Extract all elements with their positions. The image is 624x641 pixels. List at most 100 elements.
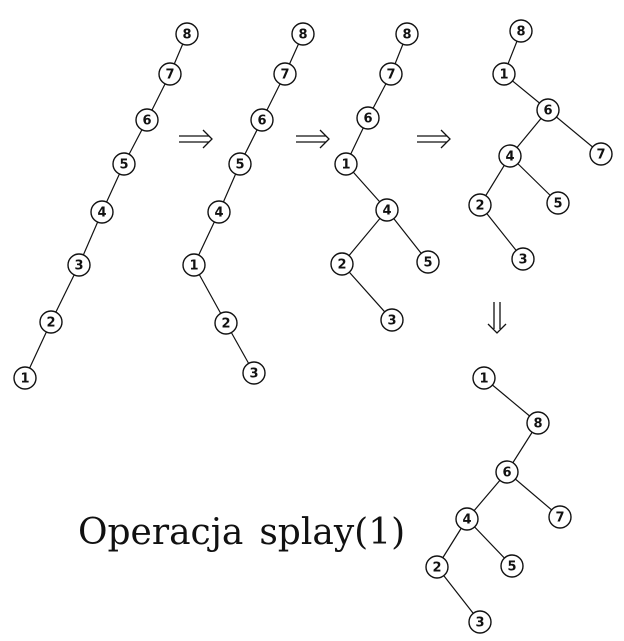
node-label: 7 — [386, 68, 395, 83]
tree-node: 6 — [135, 108, 159, 132]
node-label: 1 — [189, 259, 198, 274]
node-label: 2 — [337, 258, 346, 273]
node-label: 4 — [97, 206, 106, 221]
tree-node: 8 — [526, 411, 550, 435]
node-label: 4 — [462, 513, 471, 528]
tree-node: 5 — [112, 152, 136, 176]
node-label: 4 — [382, 204, 391, 219]
tree-1: 8 7 6 5 4 3 2 1 — [13, 22, 199, 390]
node-circle — [67, 253, 91, 277]
node-circle — [455, 507, 479, 531]
tree-node: 2 — [330, 252, 354, 276]
caption-operation: Operacja — [78, 512, 244, 553]
node-circle — [182, 253, 206, 277]
node-label: 7 — [165, 68, 174, 83]
node-label: 6 — [502, 466, 511, 481]
node-label: 5 — [119, 158, 128, 173]
node-circle — [380, 308, 404, 332]
node-label: 3 — [387, 314, 396, 329]
node-label: 6 — [543, 104, 552, 119]
node-circle — [207, 200, 231, 224]
node-label: 1 — [499, 68, 508, 83]
node-circle — [425, 555, 449, 579]
arrows-layer — [179, 129, 507, 334]
node-label: 3 — [74, 259, 83, 274]
node-label: 7 — [280, 68, 289, 83]
node-circle — [214, 311, 238, 335]
tree-node: 1 — [13, 366, 37, 390]
tree-node: 4 — [207, 200, 231, 224]
node-label: 2 — [475, 199, 484, 214]
node-label: 1 — [20, 372, 29, 387]
node-label: 2 — [46, 316, 55, 331]
node-circle — [416, 250, 440, 274]
tree-node: 8 — [291, 22, 315, 46]
tree-edge — [483, 377, 539, 424]
tree-edge — [341, 209, 388, 265]
tree-5: 1 8 6 4 7 2 5 3 — [425, 366, 572, 634]
node-circle — [39, 310, 63, 334]
node-label: 7 — [555, 511, 564, 526]
node-circle — [589, 142, 613, 166]
node-label: 7 — [596, 148, 605, 163]
node-circle — [526, 411, 550, 435]
node-label: 6 — [363, 112, 372, 127]
tree-node: 1 — [334, 152, 358, 176]
arrow-stroke — [487, 323, 507, 334]
node-circle — [492, 62, 516, 86]
tree-node: 1 — [472, 366, 496, 390]
tree-node: 7 — [379, 62, 403, 86]
node-label: 5 — [553, 197, 562, 212]
node-circle — [112, 152, 136, 176]
node-circle — [375, 198, 399, 222]
node-label: 8 — [298, 28, 307, 43]
arrow-stroke — [319, 129, 330, 149]
node-label: 2 — [432, 561, 441, 576]
node-circle — [500, 554, 524, 578]
arrow-stroke — [202, 129, 213, 149]
node-circle — [228, 152, 252, 176]
double-arrow-right-icon — [179, 129, 213, 149]
tree-node: 6 — [536, 98, 560, 122]
node-circle — [395, 22, 419, 46]
tree-node: 1 — [182, 253, 206, 277]
node-circle — [330, 252, 354, 276]
tree-node: 4 — [90, 200, 114, 224]
node-circle — [250, 108, 274, 132]
node-circle — [242, 361, 266, 385]
node-label: 1 — [479, 372, 488, 387]
node-label: 2 — [221, 317, 230, 332]
tree-node: 5 — [228, 152, 252, 176]
node-circle — [468, 610, 492, 634]
node-circle — [90, 200, 114, 224]
node-circle — [379, 62, 403, 86]
tree-4: 8 1 6 4 7 2 5 3 — [468, 19, 613, 271]
caption: Operacja splay(1) — [78, 512, 405, 553]
tree-node: 2 — [425, 555, 449, 579]
caption-name: splay(1) — [259, 512, 406, 553]
tree-node: 7 — [548, 505, 572, 529]
tree-node: 7 — [273, 62, 297, 86]
node-circle — [13, 366, 37, 390]
tree-node: 6 — [356, 106, 380, 130]
tree-node: 8 — [175, 22, 199, 46]
tree-node: 6 — [495, 460, 519, 484]
tree-node: 2 — [468, 193, 492, 217]
tree-node: 5 — [546, 191, 570, 215]
tree-node: 3 — [511, 247, 535, 271]
node-label: 4 — [214, 206, 223, 221]
node-label: 5 — [235, 158, 244, 173]
tree-3: 8 7 6 1 4 2 5 3 — [330, 22, 440, 332]
node-circle — [135, 108, 159, 132]
node-label: 4 — [505, 150, 514, 165]
tree-node: 1 — [492, 62, 516, 86]
node-circle — [291, 22, 315, 46]
tree-2: 8 7 6 5 4 1 2 3 — [182, 22, 315, 385]
node-label: 6 — [257, 114, 266, 129]
tree-node: 5 — [500, 554, 524, 578]
node-circle — [495, 460, 519, 484]
node-label: 6 — [142, 114, 151, 129]
tree-edge — [341, 263, 393, 321]
node-circle — [498, 144, 522, 168]
